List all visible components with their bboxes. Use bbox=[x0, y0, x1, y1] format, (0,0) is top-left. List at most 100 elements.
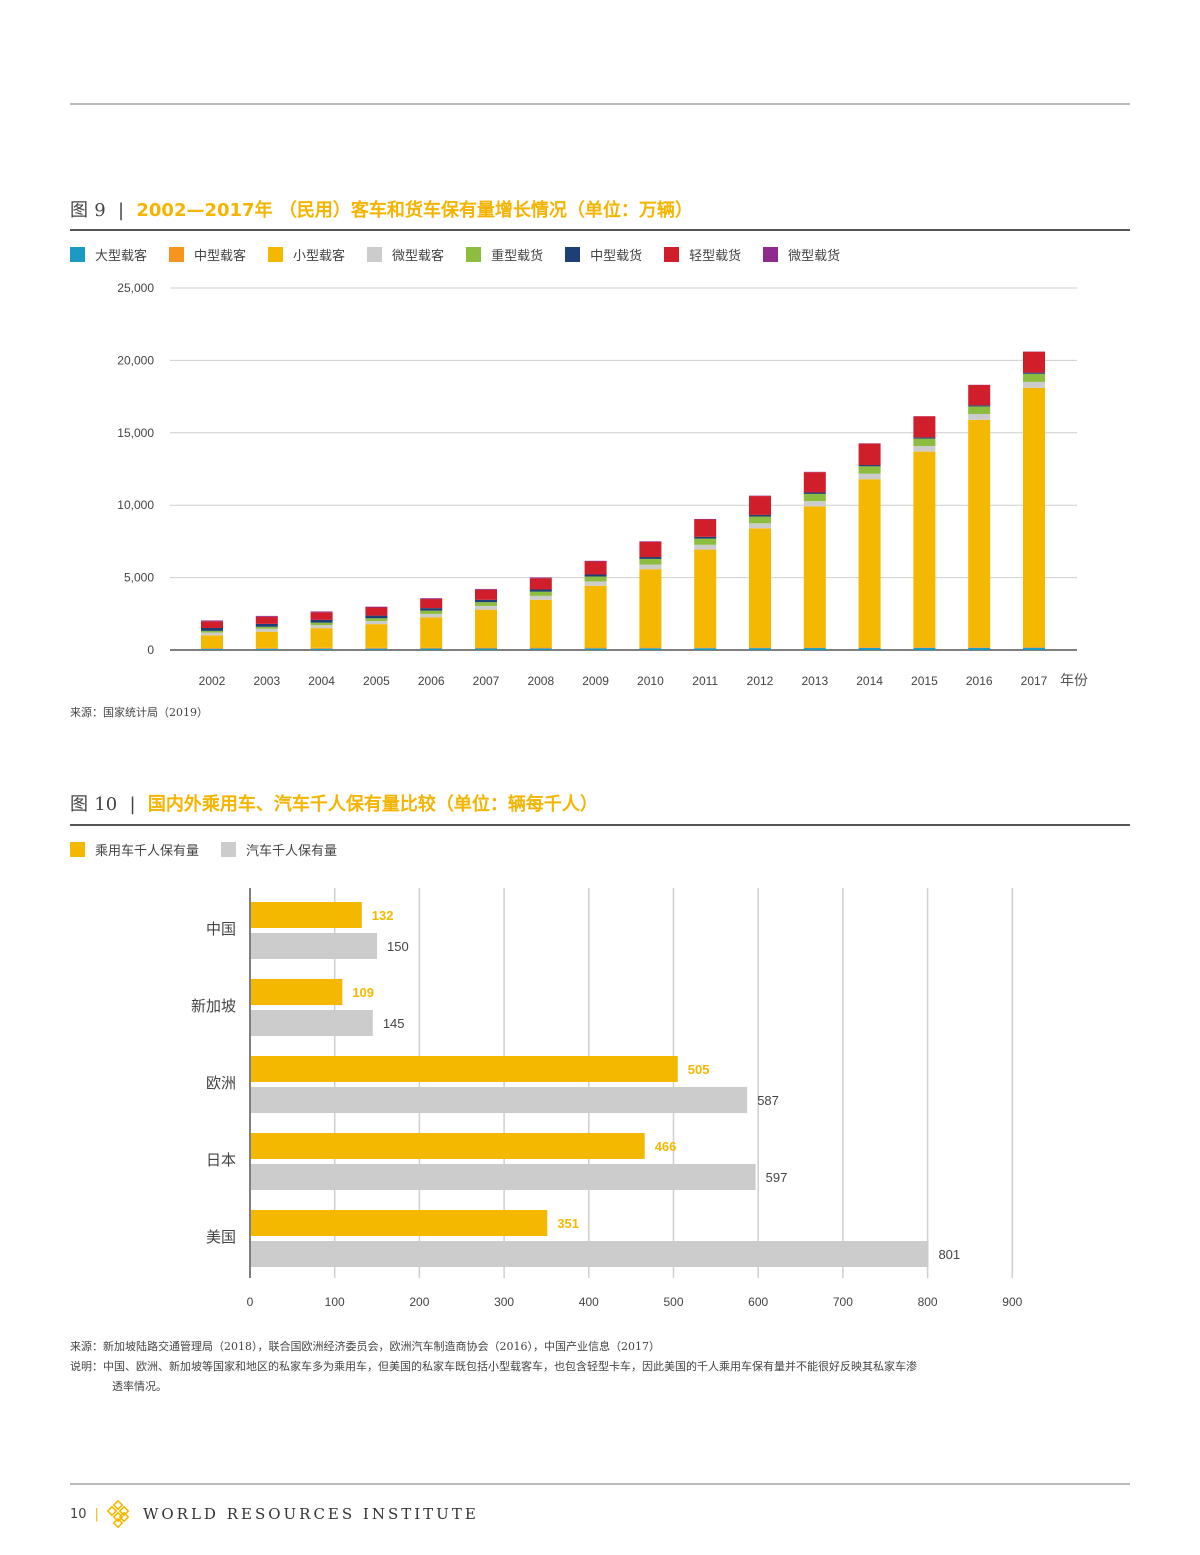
stacked-bar-segment bbox=[201, 635, 223, 648]
stacked-bar-segment bbox=[749, 514, 771, 517]
legend-item: 大型载客 bbox=[70, 245, 147, 264]
wri-logo-icon bbox=[106, 1500, 130, 1528]
bar-value-label: 109 bbox=[352, 985, 374, 1000]
category-label: 美国 bbox=[206, 1229, 236, 1246]
legend-item: 中型载货 bbox=[565, 245, 642, 264]
figure10-note-line1: 说明：中国、欧洲、新加坡等国家和地区的私家车多为乘用车，但美国的私家车既包括小型… bbox=[70, 1360, 917, 1373]
stacked-bar-segment bbox=[475, 602, 497, 606]
figure9-title: 2002—2017年 （民用）客车和货车保有量增长情况（单位：万辆） bbox=[136, 200, 693, 221]
stacked-bar-segment bbox=[639, 541, 662, 558]
figure9-label: 图 bbox=[70, 200, 88, 221]
stacked-bar-segment bbox=[749, 528, 771, 648]
stacked-bar-segment bbox=[803, 492, 826, 494]
x-tick-label: 2011 bbox=[692, 674, 718, 688]
stacked-bar-segment bbox=[255, 631, 278, 648]
legend-swatch bbox=[664, 247, 680, 262]
x-tick-label: 2008 bbox=[527, 674, 554, 688]
bar bbox=[251, 1056, 678, 1082]
stacked-bar-segment bbox=[475, 589, 497, 600]
stacked-bar-segment bbox=[694, 538, 717, 545]
stacked-bar-segment bbox=[201, 620, 223, 622]
bar-value-label: 466 bbox=[655, 1139, 677, 1154]
stacked-bar-segment bbox=[749, 523, 771, 529]
stacked-bar-segment bbox=[1023, 372, 1045, 374]
stacked-bar-segment bbox=[255, 623, 278, 627]
stacked-bar-segment bbox=[529, 647, 552, 649]
stacked-bar-segment bbox=[913, 451, 936, 648]
stacked-bar-segment bbox=[968, 647, 991, 650]
legend-label: 轻型载货 bbox=[689, 249, 742, 264]
stacked-bar-segment bbox=[584, 647, 607, 649]
stacked-bar-segment bbox=[529, 591, 552, 596]
x-tick-label: 2015 bbox=[911, 674, 938, 688]
stacked-bar-segment bbox=[1023, 381, 1045, 388]
legend-item: 中型载客 bbox=[169, 245, 246, 264]
stacked-bar-segment bbox=[365, 647, 388, 649]
stacked-bar-segment bbox=[749, 648, 771, 650]
stacked-bar-segment bbox=[255, 616, 278, 624]
bar-value-label: 351 bbox=[557, 1216, 579, 1231]
legend-label: 微型载货 bbox=[788, 249, 841, 264]
legend-item: 重型载货 bbox=[466, 245, 543, 264]
legend-swatch bbox=[268, 247, 284, 262]
stacked-bar-segment bbox=[803, 472, 826, 493]
footer: 10 | WORLD RESOURCES INSTITUTE bbox=[70, 1500, 479, 1528]
x-tick-label: 0 bbox=[247, 1295, 254, 1309]
stacked-bar-segment bbox=[639, 564, 662, 570]
figure10-heading: 图 10 | 国内外乘用车、汽车千人保有量比较（单位：辆每千人） bbox=[70, 790, 598, 816]
stacked-bar-segment bbox=[694, 536, 717, 539]
x-tick-label: 2006 bbox=[418, 674, 445, 688]
stacked-bar-segment bbox=[1023, 387, 1045, 648]
figure10-legend: 乘用车千人保有量 汽车千人保有量 bbox=[70, 840, 359, 859]
category-label: 日本 bbox=[206, 1152, 236, 1169]
legend-label: 微型载客 bbox=[392, 249, 445, 264]
bar-value-label: 597 bbox=[766, 1170, 788, 1185]
stacked-bar-segment bbox=[858, 479, 881, 648]
figure9-number: 9 bbox=[94, 200, 106, 221]
stacked-bar-segment bbox=[1023, 647, 1045, 650]
x-tick-label: 2005 bbox=[363, 674, 390, 688]
y-tick-label: 15,000 bbox=[117, 426, 154, 440]
stacked-bar-segment bbox=[858, 647, 881, 648]
figure10-label: 图 bbox=[70, 794, 88, 815]
legend-label: 重型载货 bbox=[491, 249, 544, 264]
category-label: 中国 bbox=[206, 921, 236, 938]
stacked-bar-segment bbox=[255, 615, 278, 617]
stacked-bar-segment bbox=[584, 561, 607, 575]
x-tick-label: 600 bbox=[748, 1295, 768, 1309]
stacked-bar-segment bbox=[913, 438, 936, 446]
stacked-bar-segment bbox=[475, 588, 497, 590]
legend-item: 乘用车千人保有量 bbox=[70, 840, 199, 859]
stacked-bar-segment bbox=[420, 613, 443, 618]
category-label: 欧洲 bbox=[206, 1075, 236, 1092]
stacked-bar-segment bbox=[968, 419, 991, 648]
page-number: 10 bbox=[70, 1506, 87, 1522]
legend-label: 中型载货 bbox=[590, 249, 643, 264]
figure10-number: 10 bbox=[94, 794, 118, 815]
x-tick-label: 2012 bbox=[747, 674, 774, 688]
stacked-bar-segment bbox=[420, 598, 443, 600]
x-tick-label: 100 bbox=[325, 1295, 345, 1309]
stacked-bar-segment bbox=[858, 443, 881, 466]
bar bbox=[251, 979, 343, 1005]
top-rule bbox=[70, 103, 1130, 105]
stacked-bar-segment bbox=[529, 648, 552, 650]
figure10-title: 国内外乘用车、汽车千人保有量比较（单位：辆每千人） bbox=[147, 794, 598, 815]
org-name: WORLD RESOURCES INSTITUTE bbox=[142, 1505, 479, 1523]
x-tick-label: 2017 bbox=[1021, 674, 1048, 688]
stacked-bar-segment bbox=[694, 648, 717, 650]
legend-item: 小型载客 bbox=[268, 245, 345, 264]
stacked-bar-segment bbox=[858, 473, 881, 480]
stacked-bar-segment bbox=[749, 496, 771, 515]
stacked-bar-segment bbox=[365, 618, 388, 621]
x-tick-label: 900 bbox=[1002, 1295, 1022, 1309]
stacked-bar-segment bbox=[584, 585, 607, 648]
stacked-bar-segment bbox=[529, 595, 552, 600]
stacked-bar-segment bbox=[365, 648, 388, 650]
legend-item: 轻型载货 bbox=[664, 245, 741, 264]
x-tick-label: 400 bbox=[579, 1295, 599, 1309]
y-tick-label: 5,000 bbox=[124, 571, 154, 585]
stacked-bar-segment bbox=[255, 648, 278, 650]
stacked-bar-segment bbox=[529, 577, 552, 579]
bar-value-label: 587 bbox=[757, 1093, 779, 1108]
